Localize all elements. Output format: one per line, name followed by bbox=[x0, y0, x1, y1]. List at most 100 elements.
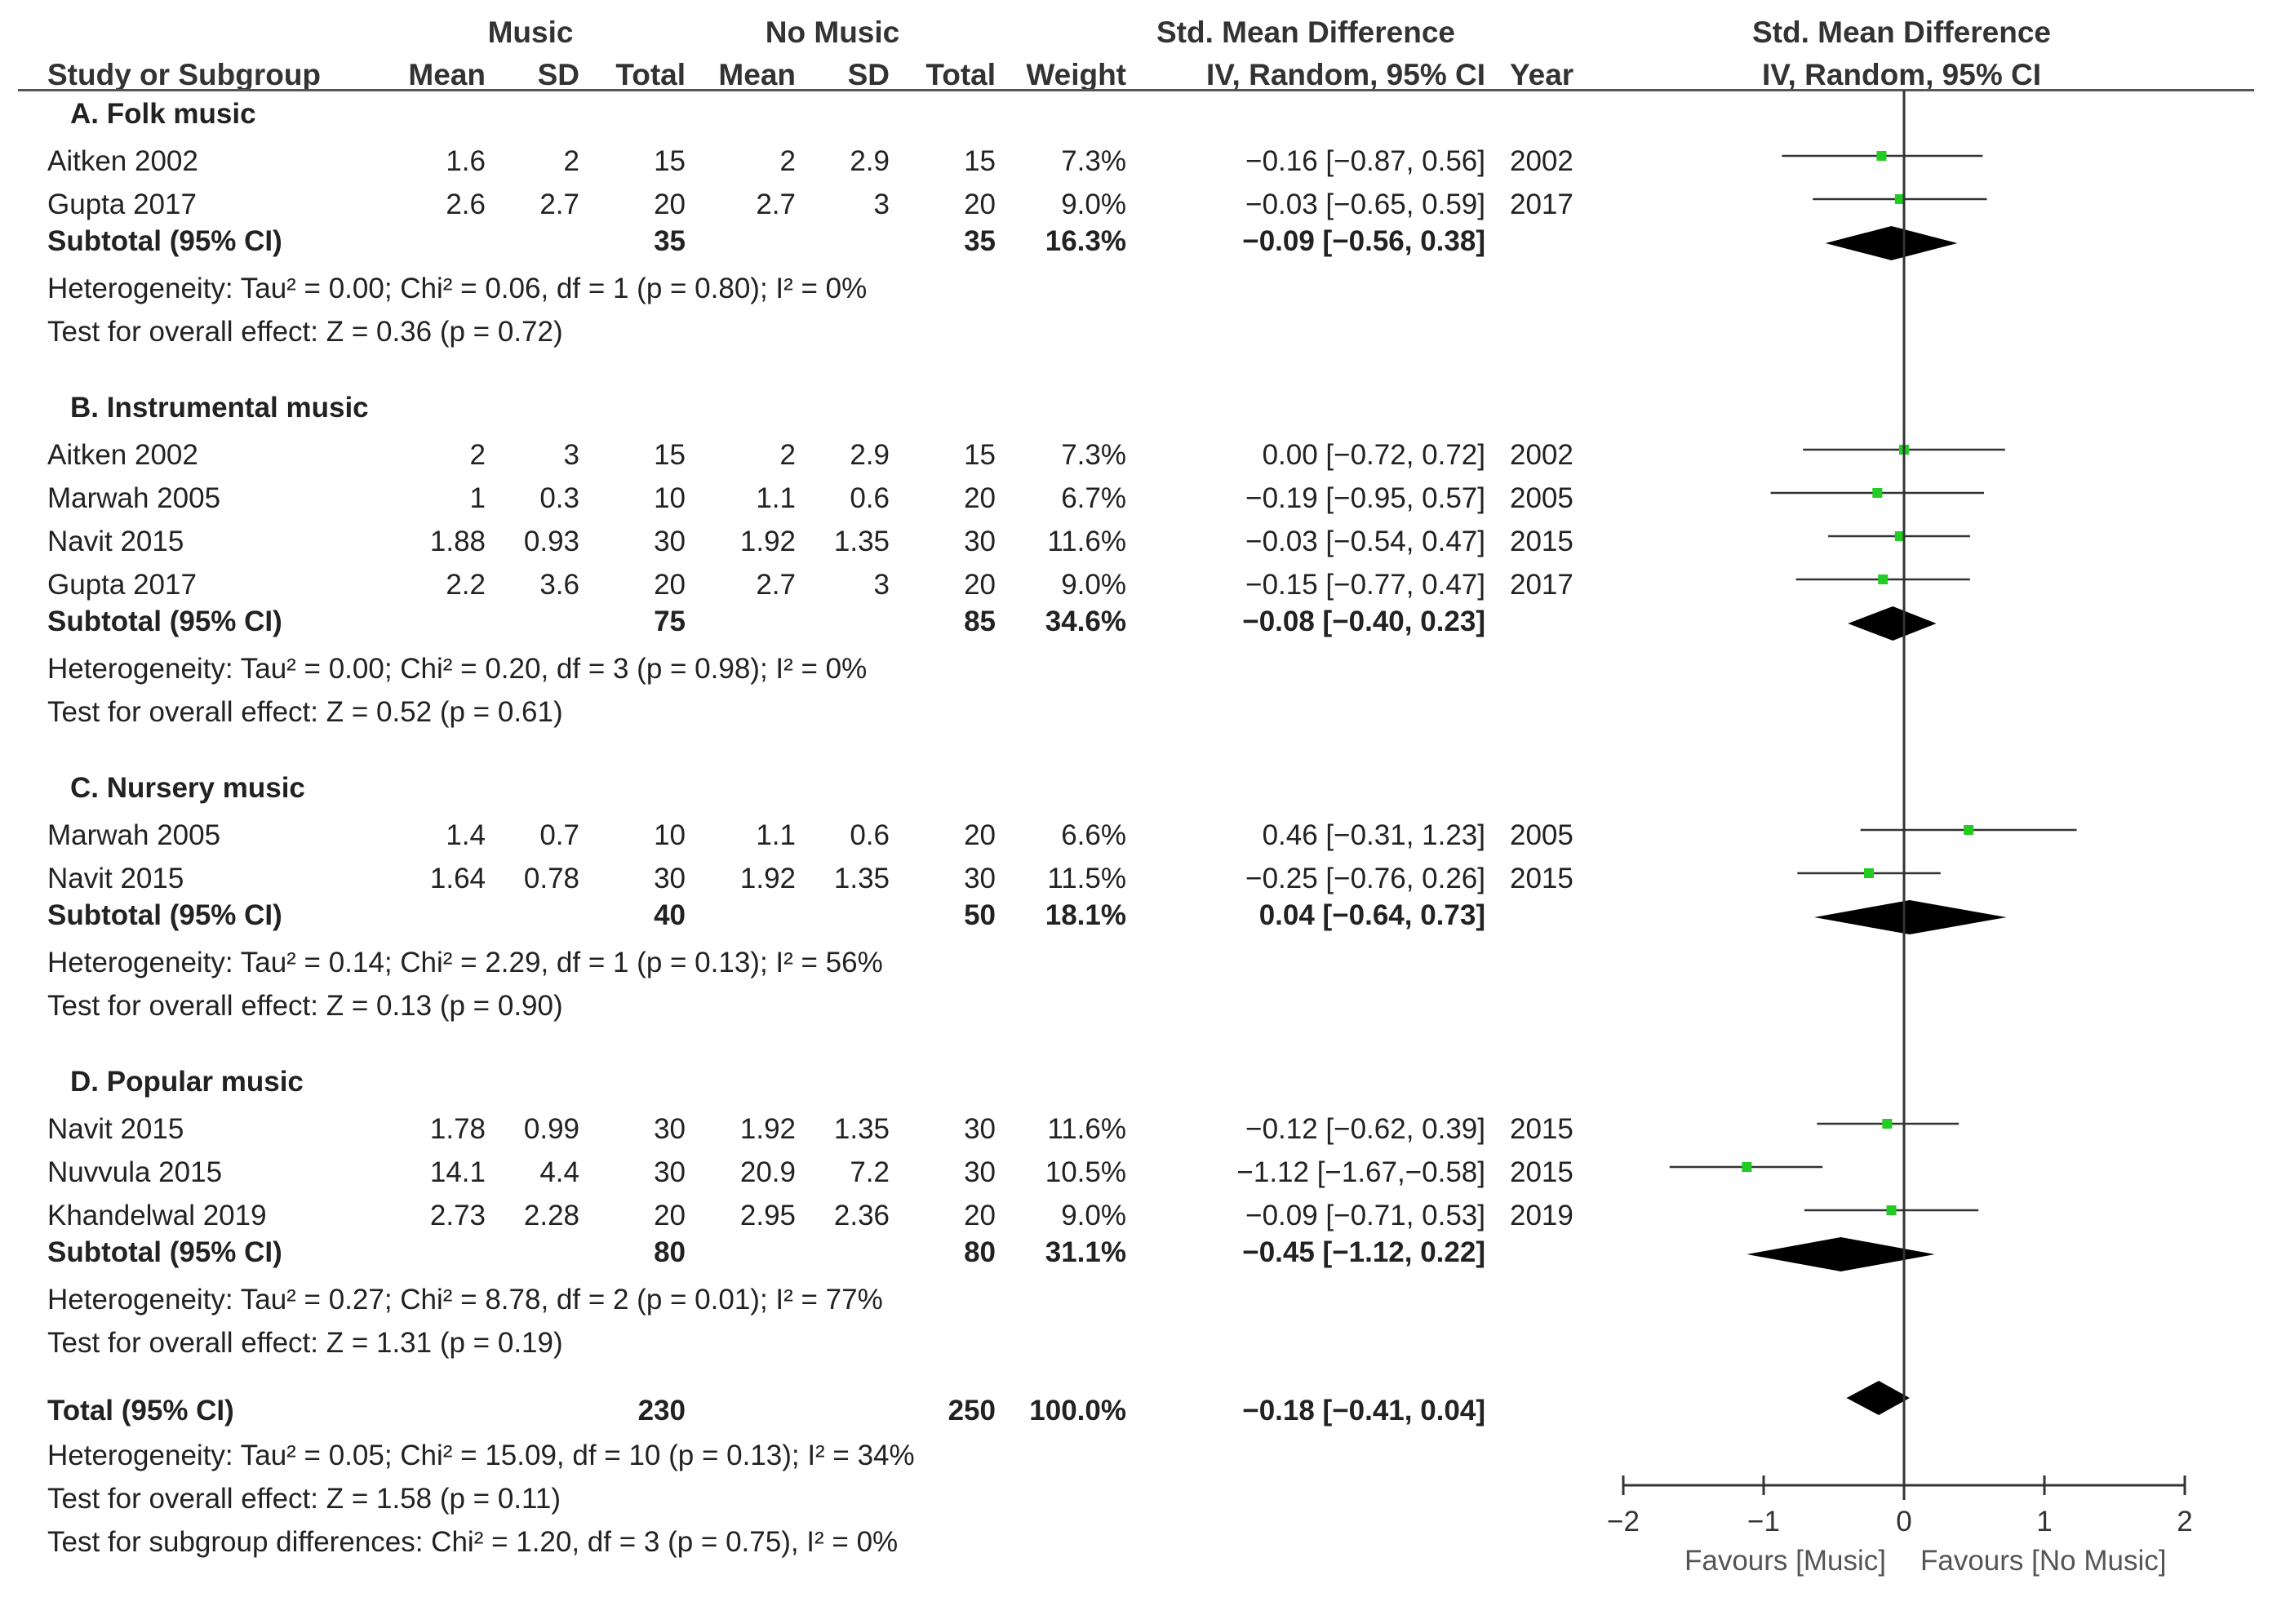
subtotal-diamond bbox=[1848, 606, 1937, 641]
heterogeneity-text: Heterogeneity: Tau² = 0.00; Chi² = 0.20,… bbox=[47, 653, 868, 685]
nomusic-total: 30 bbox=[964, 1113, 996, 1145]
study-year: 2005 bbox=[1510, 819, 1573, 851]
study-name: Navit 2015 bbox=[47, 1113, 184, 1145]
nomusic-mean: 1.92 bbox=[739, 1113, 796, 1145]
nomusic-sd: 3 bbox=[873, 569, 890, 601]
music-total: 15 bbox=[654, 145, 686, 177]
subgroup-differences-text: Test for subgroup differences: Chi² = 1.… bbox=[47, 1526, 899, 1558]
header-year: Year bbox=[1510, 58, 1574, 91]
point-estimate bbox=[1876, 151, 1887, 161]
point-estimate bbox=[1894, 531, 1905, 541]
study-name: Marwah 2005 bbox=[47, 482, 221, 514]
music-sd: 0.7 bbox=[539, 819, 579, 851]
heterogeneity-text: Heterogeneity: Tau² = 0.27; Chi² = 8.78,… bbox=[47, 1284, 883, 1316]
total-heterogeneity-text: Heterogeneity: Tau² = 0.05; Chi² = 15.09… bbox=[47, 1440, 915, 1471]
header-rule bbox=[18, 89, 2254, 91]
header-music-mean: Mean bbox=[408, 58, 486, 91]
study-weight: 18.1% bbox=[1045, 899, 1126, 931]
nomusic-total: 30 bbox=[964, 526, 996, 557]
study-name: Aitken 2002 bbox=[47, 145, 198, 177]
heterogeneity-text: Heterogeneity: Tau² = 0.14; Chi² = 2.29,… bbox=[47, 947, 883, 978]
nomusic-total: 20 bbox=[964, 569, 996, 601]
nomusic-mean: 2 bbox=[779, 145, 796, 177]
music-total: 20 bbox=[654, 189, 686, 220]
study-ci: −0.12 [−0.62, 0.39] bbox=[1245, 1113, 1485, 1145]
nomusic-total: 20 bbox=[964, 1200, 996, 1231]
nomusic-sd: 1.35 bbox=[833, 863, 890, 894]
x-tick-label: 0 bbox=[1896, 1506, 1911, 1537]
music-sd: 2.7 bbox=[539, 189, 579, 220]
nomusic-total: 15 bbox=[964, 439, 996, 471]
subtotal-ci: −0.09 [−0.56, 0.38] bbox=[1242, 225, 1485, 257]
nomusic-mean: 2.95 bbox=[739, 1200, 796, 1231]
overall-effect-text: Test for overall effect: Z = 0.13 (p = 0… bbox=[47, 990, 563, 1022]
header-smd-plot: Std. Mean Difference bbox=[1752, 16, 2051, 49]
subtotal-label: Subtotal (95% CI) bbox=[47, 1236, 282, 1268]
overall-effect-text: Test for overall effect: Z = 0.36 (p = 0… bbox=[47, 316, 563, 348]
study-weight: 9.0% bbox=[1061, 569, 1126, 601]
music-total: 30 bbox=[654, 1156, 686, 1188]
point-estimate bbox=[1886, 1205, 1897, 1215]
study-year: 2015 bbox=[1510, 1156, 1573, 1188]
music-total: 80 bbox=[654, 1236, 686, 1268]
nomusic-sd: 0.6 bbox=[850, 482, 890, 514]
header-group-music: Music bbox=[487, 16, 574, 49]
study-name: Marwah 2005 bbox=[47, 819, 221, 851]
music-total: 10 bbox=[654, 819, 686, 851]
nomusic-sd: 2.9 bbox=[850, 145, 890, 177]
music-sd: 3.6 bbox=[539, 569, 579, 601]
nomusic-total: 20 bbox=[964, 482, 996, 514]
study-weight: 16.3% bbox=[1045, 225, 1126, 257]
music-mean: 1.78 bbox=[429, 1113, 486, 1145]
total-overall-effect-text: Test for overall effect: Z = 1.58 (p = 0… bbox=[47, 1483, 561, 1515]
nomusic-total: 30 bbox=[964, 863, 996, 894]
nomusic-sd: 1.35 bbox=[833, 1113, 890, 1145]
point-estimate bbox=[1964, 825, 1974, 835]
nomusic-mean: 20.9 bbox=[739, 1156, 796, 1188]
music-mean: 2.6 bbox=[446, 189, 486, 220]
study-ci: −0.03 [−0.65, 0.59] bbox=[1245, 189, 1485, 220]
study-ci: 0.46 [−0.31, 1.23] bbox=[1262, 819, 1485, 851]
study-name: Khandelwal 2019 bbox=[47, 1200, 267, 1231]
favours-left-label: Favours [Music] bbox=[1684, 1545, 1886, 1577]
music-sd: 0.78 bbox=[523, 863, 579, 894]
header-nomusic-sd: SD bbox=[847, 58, 890, 91]
nomusic-total: 250 bbox=[948, 1395, 996, 1427]
subtotal-label: Subtotal (95% CI) bbox=[47, 225, 282, 257]
nomusic-total: 50 bbox=[964, 899, 996, 931]
nomusic-mean: 1.92 bbox=[739, 526, 796, 557]
study-ci: −0.03 [−0.54, 0.47] bbox=[1245, 526, 1485, 557]
music-sd: 0.93 bbox=[523, 526, 579, 557]
music-mean: 2.73 bbox=[429, 1200, 486, 1231]
nomusic-sd: 0.6 bbox=[850, 819, 890, 851]
music-sd: 0.99 bbox=[523, 1113, 579, 1145]
subtotal-ci: −0.45 [−1.12, 0.22] bbox=[1242, 1236, 1485, 1268]
music-sd: 2 bbox=[563, 145, 579, 177]
study-year: 2015 bbox=[1510, 526, 1573, 557]
study-weight: 11.6% bbox=[1047, 1113, 1126, 1145]
subtotal-ci: −0.08 [−0.40, 0.23] bbox=[1242, 606, 1485, 637]
study-weight: 11.5% bbox=[1047, 863, 1126, 894]
study-year: 2015 bbox=[1510, 863, 1573, 894]
music-mean: 2 bbox=[469, 439, 486, 471]
x-tick-label: −2 bbox=[1607, 1506, 1640, 1537]
music-mean: 1.64 bbox=[429, 863, 486, 894]
nomusic-mean: 2.7 bbox=[756, 189, 796, 220]
study-year: 2005 bbox=[1510, 482, 1573, 514]
study-year: 2002 bbox=[1510, 439, 1573, 471]
subtotal-label: Subtotal (95% CI) bbox=[47, 606, 282, 637]
study-weight: 9.0% bbox=[1061, 1200, 1126, 1231]
study-name: Navit 2015 bbox=[47, 526, 184, 557]
nomusic-sd: 1.35 bbox=[833, 526, 890, 557]
nomusic-total: 30 bbox=[964, 1156, 996, 1188]
nomusic-mean: 2.7 bbox=[756, 569, 796, 601]
subtotal-diamond bbox=[1747, 1237, 1935, 1271]
header-group-nomusic: No Music bbox=[765, 16, 900, 49]
study-year: 2019 bbox=[1510, 1200, 1573, 1231]
study-ci: −1.12 [−1.67,−0.58] bbox=[1236, 1156, 1485, 1188]
study-weight: 100.0% bbox=[1029, 1395, 1126, 1427]
study-weight: 9.0% bbox=[1061, 189, 1126, 220]
study-name: Gupta 2017 bbox=[47, 189, 197, 220]
subgroup-heading: A. Folk music bbox=[70, 98, 256, 130]
